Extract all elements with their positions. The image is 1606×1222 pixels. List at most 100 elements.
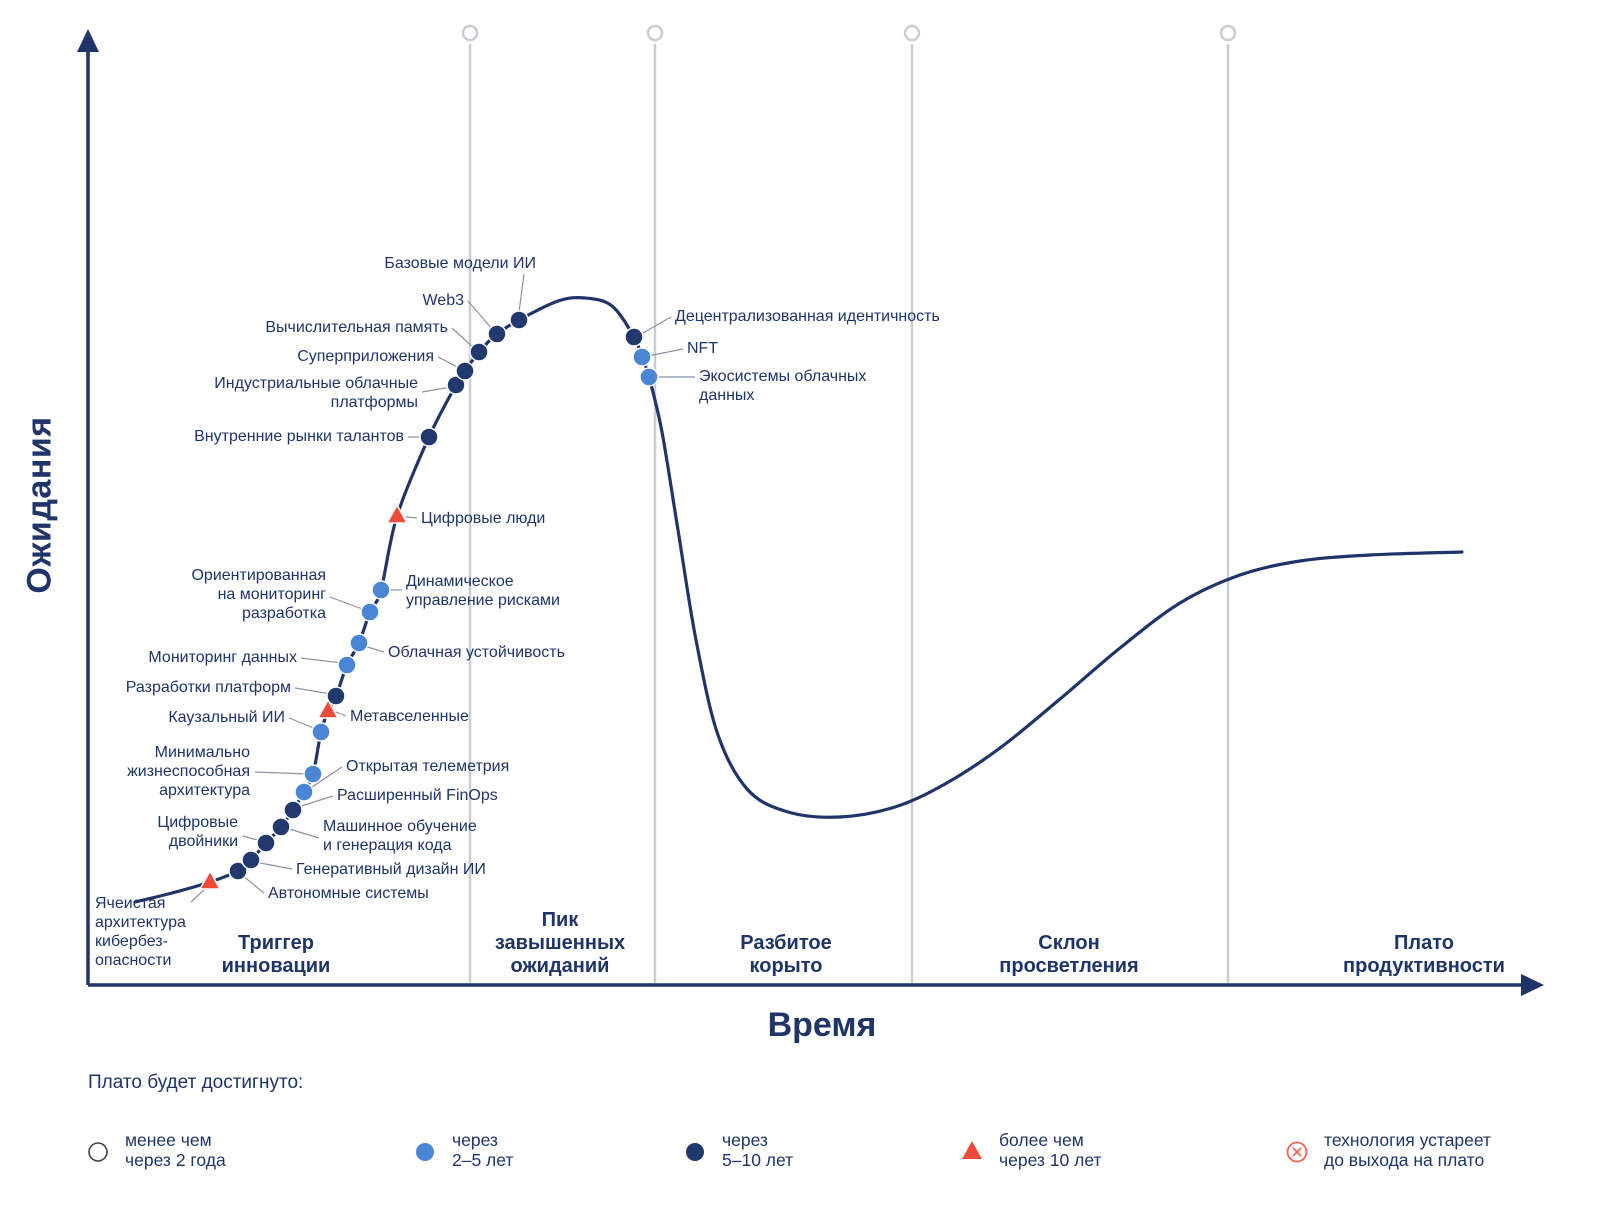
phase-label: Разбитое корыто (740, 932, 831, 977)
tech-internal-talent-marketplaces: Внутренние рынки талантов (194, 427, 439, 447)
tech-label: Мониторинг данных (148, 649, 297, 666)
tech-label: Открытая телеметрия (346, 758, 509, 775)
blue-circle-icon (337, 655, 357, 675)
navy-circle-icon (509, 310, 529, 330)
leader-line (288, 717, 317, 730)
tech-label: Вычислительная память (265, 319, 448, 336)
legend-item-obsolete-before-plateau: технология устареет до выхода на плато (1286, 1130, 1491, 1170)
navy-circle-icon (469, 342, 489, 362)
red-triangle-icon (316, 698, 340, 719)
leader-line (241, 874, 265, 894)
leader-line (467, 300, 494, 331)
leader-line (451, 327, 476, 350)
crossed-circle-x-icon (1292, 1147, 1302, 1157)
phase-divider-cap-icon (461, 24, 479, 42)
navy-circle-icon (419, 427, 439, 447)
phase-label: Триггер инновации (222, 932, 331, 977)
leader-line (285, 827, 320, 839)
tech-metaverse: Метавселенные (316, 698, 469, 725)
tech-label: Динамическое управление рисками (406, 573, 560, 609)
tech-cloud-data-ecosystems: Экосистемы облачных данных (639, 367, 866, 404)
tech-industry-cloud-platforms: Индустриальные облачные платформы (214, 375, 466, 411)
tech-label: Метавселенные (350, 708, 469, 725)
legend-item-2-5-years: через 2–5 лет (416, 1130, 513, 1170)
navy-circle-icon (256, 833, 276, 853)
tech-label: Облачная устойчивость (388, 644, 565, 661)
blue-circle-icon (349, 633, 369, 653)
tech-observability-driven-development: Ориентированная на мониторинг разработка (191, 567, 380, 622)
phase-label: Склон просветления (999, 932, 1138, 977)
blue-circle-icon (303, 764, 323, 784)
navy-circle-icon (446, 375, 466, 395)
navy-circle-icon (455, 361, 475, 381)
leader-line (308, 766, 343, 790)
phase-divider-cap-icon (646, 24, 664, 42)
tech-cybersecurity-mesh-architecture: Ячеистая архитектура кибербез-опасности (95, 869, 222, 969)
tech-label: NFT (687, 340, 718, 357)
tech-minimum-viable-architecture: Минимально жизнеспособная архитектура (127, 744, 323, 799)
y-axis-arrow-icon (77, 29, 99, 52)
white-circle-icon (88, 1142, 108, 1162)
tech-label: Суперприложения (297, 348, 434, 365)
tech-label: Цифровые двойники (157, 814, 238, 850)
legend-item-label: через 2–5 лет (452, 1130, 513, 1170)
legend-item-label: технология устареет до выхода на плато (1324, 1130, 1491, 1170)
blue-circle-icon (371, 580, 391, 600)
leader-line (294, 687, 332, 695)
leader-line (300, 657, 343, 664)
phase-label: Плато продуктивности (1343, 932, 1505, 977)
leader-line (640, 316, 672, 335)
blue-circle-icon (311, 722, 331, 742)
navy-circle-icon (487, 324, 507, 344)
tech-data-observability: Мониторинг данных (148, 649, 357, 675)
red-triangle-icon (962, 1141, 982, 1159)
tech-open-telemetry: Открытая телеметрия (294, 758, 509, 802)
tech-causal-ai: Каузальный ИИ (168, 709, 331, 742)
tech-label: Ориентированная на мониторинг разработка (191, 567, 326, 622)
phase-divider-cap-icon (903, 24, 921, 42)
tech-platform-engineering: Разработки платформ (126, 679, 346, 706)
tech-digital-humans: Цифровые люди (385, 503, 545, 527)
tech-digital-twins: Цифровые двойники (157, 814, 276, 853)
tech-web3: Web3 (422, 292, 507, 344)
navy-circle-icon (241, 850, 261, 870)
tech-label: Экосистемы облачных данных (699, 368, 866, 404)
blue-circle-icon (639, 367, 659, 387)
y-axis-title: Ожидания (20, 416, 59, 594)
leader-line (329, 596, 366, 611)
tech-label: Генеративный дизайн ИИ (296, 861, 486, 878)
legend-item-more-than-10-years: более чем через 10 лет (962, 1130, 1102, 1170)
navy-circle-icon (271, 817, 291, 837)
legend-item-label: более чем через 10 лет (999, 1130, 1102, 1170)
leader-line (518, 273, 525, 313)
navy-circle-icon (326, 686, 346, 706)
leader-line (297, 795, 334, 808)
phase-divider-cap-icon (1219, 24, 1237, 42)
legend-item-label: через 5–10 лет (722, 1130, 793, 1170)
tech-dynamic-risk-governance: Динамическое управление рисками (371, 573, 560, 609)
blue-circle-icon (632, 347, 652, 367)
legend-title: Плато будет достигнуто: (88, 1072, 304, 1093)
leader-line (647, 348, 684, 357)
tech-ml-code-generation: Машинное обучение и генерация кода (271, 817, 477, 854)
red-triangle-icon (198, 869, 222, 890)
leader-line (421, 386, 452, 393)
blue-circle-icon (360, 602, 380, 622)
tech-label: Web3 (422, 292, 464, 309)
tech-label: Автономные системы (268, 885, 429, 902)
tech-label: Разработки платформ (126, 679, 291, 696)
tech-label: Внутренние рынки талантов (194, 428, 404, 445)
navy-circle-icon (686, 1143, 704, 1161)
leader-line (405, 516, 418, 519)
leader-line (335, 711, 347, 717)
tech-label: Ячеистая архитектура кибербез-опасности (95, 895, 186, 969)
navy-circle-icon (283, 800, 303, 820)
tech-label: Расширенный FinOps (337, 787, 498, 804)
tech-label: Каузальный ИИ (168, 709, 285, 726)
blue-circle-icon (416, 1143, 434, 1161)
tech-label: Минимально жизнеспособная архитектура (127, 744, 250, 799)
x-axis-arrow-icon (1521, 974, 1544, 996)
tech-label: Машинное обучение и генерация кода (323, 818, 477, 854)
